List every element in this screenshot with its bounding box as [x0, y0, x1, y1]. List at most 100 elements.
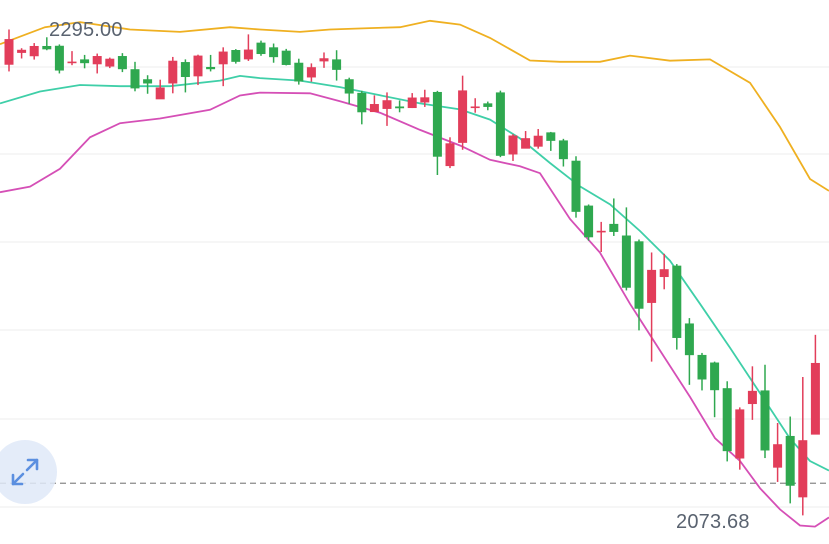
candle — [231, 49, 241, 64]
candle — [773, 423, 783, 482]
candle — [445, 137, 455, 169]
candle — [92, 53, 102, 74]
candle-body — [130, 69, 140, 89]
candle-body — [54, 45, 64, 71]
candle-body — [785, 435, 795, 486]
candle — [332, 50, 342, 81]
candle-body — [4, 39, 14, 65]
candle-body — [609, 223, 619, 232]
candle — [395, 100, 405, 113]
candle-body — [231, 50, 241, 62]
candle — [420, 89, 430, 107]
max-price-label: 2295.00 — [49, 19, 123, 41]
candle-body — [647, 269, 657, 303]
candle-body — [67, 61, 77, 64]
candle-body — [105, 58, 115, 67]
candles — [4, 29, 820, 516]
candle-body — [571, 160, 581, 212]
candle-body — [710, 362, 720, 391]
candle — [647, 252, 657, 362]
candle-body — [369, 104, 379, 113]
candle — [357, 90, 367, 125]
candle — [269, 43, 279, 63]
candle-body — [458, 90, 468, 143]
candle — [306, 63, 316, 82]
candle — [798, 377, 808, 516]
candle — [483, 101, 493, 111]
candle — [130, 61, 140, 92]
candle — [596, 221, 606, 253]
candle-body — [294, 62, 304, 82]
candle-body — [281, 50, 291, 65]
candle-body — [143, 79, 153, 84]
candle-body — [306, 67, 316, 78]
candle-body — [483, 103, 493, 107]
candle-body — [634, 241, 644, 309]
candle-body — [319, 58, 329, 62]
lower-band-line — [0, 91, 829, 528]
candle — [432, 90, 442, 176]
candle-body — [155, 87, 165, 100]
grid-lines — [0, 66, 829, 508]
candle-body — [508, 135, 518, 155]
candle-body — [382, 100, 392, 109]
candle-body — [92, 56, 102, 65]
candle — [382, 92, 392, 126]
candle-body — [344, 79, 354, 94]
candle-body — [596, 230, 606, 233]
candle-body — [243, 49, 253, 60]
candle — [659, 253, 669, 290]
candle-body — [80, 59, 90, 64]
candle — [470, 98, 480, 113]
candle — [710, 361, 720, 418]
candle — [117, 53, 127, 73]
candle — [143, 75, 153, 94]
candle — [672, 264, 682, 350]
candle-body — [584, 205, 594, 238]
candle-body — [558, 140, 568, 160]
candle-body — [533, 135, 543, 147]
min-price-label: 2073.68 — [676, 511, 750, 533]
candle-body — [42, 45, 52, 50]
candle — [495, 90, 505, 158]
candle — [584, 204, 594, 241]
candle-body — [810, 362, 820, 435]
candle — [281, 48, 291, 66]
candle — [558, 138, 568, 167]
candle-body — [521, 138, 531, 149]
candle-body — [747, 390, 757, 405]
candle-body — [269, 47, 279, 58]
candle-body — [29, 45, 39, 57]
candle — [621, 207, 631, 291]
candle-body — [760, 390, 770, 451]
candle — [521, 131, 531, 149]
candle — [546, 131, 556, 151]
candle-body — [495, 92, 505, 156]
candle — [319, 52, 329, 68]
middle-band-line — [0, 74, 829, 472]
candle-body — [773, 444, 783, 468]
candle-body — [332, 59, 342, 70]
expand-chart-button[interactable] — [0, 440, 57, 504]
candle-body — [672, 265, 682, 338]
candle — [458, 75, 468, 150]
candle-body — [256, 42, 266, 55]
candle — [760, 364, 770, 459]
candle-body — [17, 49, 27, 53]
candle-body — [684, 323, 694, 356]
candle-body — [117, 56, 127, 70]
candle-body — [218, 51, 228, 65]
candle-body — [420, 97, 430, 103]
candle — [105, 57, 115, 69]
candle — [609, 198, 619, 236]
candle — [218, 47, 228, 87]
candle — [193, 54, 203, 86]
candle — [4, 29, 14, 72]
candle — [571, 156, 581, 218]
candle — [634, 239, 644, 331]
candle — [243, 34, 253, 61]
candle — [722, 381, 732, 462]
candle-body — [206, 66, 216, 70]
